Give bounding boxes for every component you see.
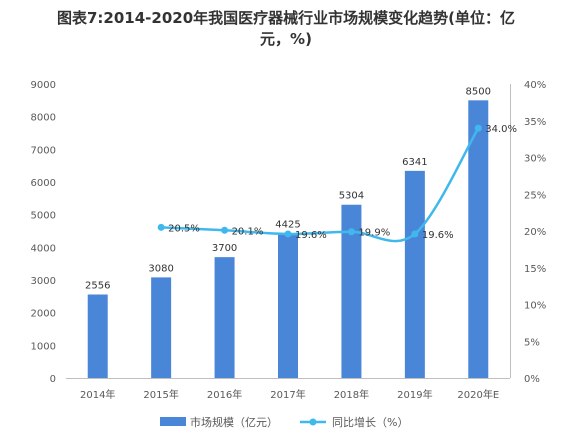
y-left-tick-label-8: 8000 [31,113,56,124]
y-left-tick-label-0: 0 [50,374,56,385]
chart-title-line-2: 元，%) [260,30,312,48]
x-tick-label-2: 2016年 [207,388,242,401]
bar-1 [151,277,172,378]
bar-6 [468,100,489,378]
bar-5 [404,170,425,378]
growth-point-5 [411,230,419,238]
y-right-tick-label-7: 35% [524,117,546,128]
y-right-tick-label-5: 25% [524,190,546,201]
x-tick-label-0: 2014年 [80,388,115,401]
growth-line [161,127,480,243]
y-left-tick-label-7: 7000 [31,145,56,156]
bar-value-label-2: 3700 [212,243,237,254]
growth-value-label-2: 20.1% [232,226,264,237]
bar-3 [278,233,298,378]
growth-value-label-5: 19.6% [422,230,454,241]
x-tick-label-6: 2020年E [457,388,499,401]
growth-point-6 [474,124,482,132]
y-right-tick-label-3: 15% [524,264,546,275]
y-right-tick-label-6: 30% [524,154,546,165]
y-left-tick-label-1: 1000 [31,341,56,352]
growth-point-4 [347,228,355,236]
legend-bar-label: 市场规模（亿元） [190,415,278,429]
bar-value-label-1: 3080 [148,263,173,274]
bar-value-label-4: 5304 [339,191,364,202]
bar-value-label-3: 4425 [275,219,300,230]
legend-line-label: 同比增长（%） [332,415,408,429]
y-right-tick-label-1: 5% [524,337,540,348]
chart-title-line-1: 图表7:2014-2020年我国医疗器械行业市场规模变化趋势(单位：亿 [56,9,515,27]
growth-value-label-1: 20.5% [168,223,200,234]
y-right-tick-label-2: 10% [524,301,546,312]
bar-2 [214,257,235,378]
y-right-tick-label-0: 0% [524,374,540,385]
growth-value-label-4: 19.9% [358,228,390,239]
x-tick-label-1: 2015年 [143,388,178,401]
legend-line-marker [309,418,317,426]
bar-value-label-6: 8500 [466,86,491,97]
x-tick-label-3: 2017年 [270,388,305,401]
y-left-tick-label-4: 4000 [31,243,56,254]
chart-title: 图表7:2014-2020年我国医疗器械行业市场规模变化趋势(单位：亿 元，%) [0,8,572,50]
y-left-tick-label-3: 3000 [31,276,56,287]
y-left-tick-label-2: 2000 [31,309,56,320]
bar-4 [341,204,362,378]
y-left-tick-label-5: 5000 [31,211,56,222]
bar-value-label-0: 2556 [85,281,110,292]
y-right-tick-label-4: 20% [524,227,546,238]
growth-point-1 [157,223,165,231]
growth-value-label-6: 34.0% [485,124,517,135]
x-tick-label-4: 2018年 [334,388,369,401]
y-left-tick-label-6: 6000 [31,178,56,189]
y-left-tick-label-9: 9000 [31,80,56,91]
y-right-tick-label-8: 40% [524,80,546,91]
bar-0 [87,294,108,378]
growth-point-2 [221,226,229,234]
bar-value-label-5: 6341 [402,157,427,168]
growth-value-label-3: 19.6% [295,230,327,241]
growth-point-3 [284,230,292,238]
legend-bar-swatch [160,417,186,426]
x-tick-label-5: 2019年 [397,388,432,401]
